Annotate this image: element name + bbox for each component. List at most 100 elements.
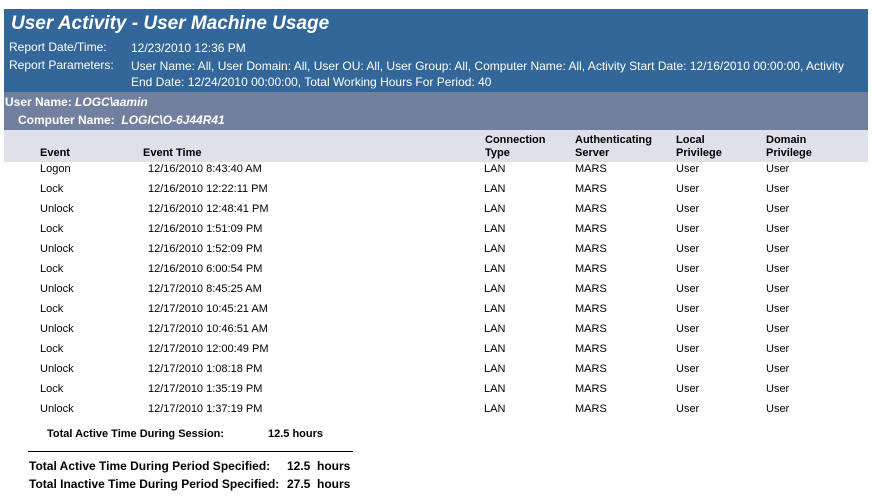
cell-event-time: 12/17/2010 1:08:18 PM	[148, 363, 263, 375]
cell-event-time: 12/16/2010 1:51:09 PM	[148, 223, 263, 235]
cell-local-privilege: User	[676, 383, 700, 395]
cell-domain-privilege: User	[766, 323, 790, 335]
cell-connection-type: LAN	[484, 203, 506, 215]
table-row: Unlock 12/17/2010 1:37:19 PM LAN MARS User Us…	[0, 403, 873, 423]
cell-auth-server: MARS	[575, 363, 607, 375]
cell-domain-privilege: User	[766, 283, 790, 295]
cell-local-privilege: User	[676, 203, 700, 215]
table-row: Unlock 12/16/2010 1:52:09 PM LAN MARS User Us…	[0, 243, 873, 263]
period-active-label: Total Active Time During Period Specifie…	[29, 459, 271, 473]
cell-domain-privilege: User	[766, 343, 790, 355]
group-header: User Name: LOGC\aamin Computer Name: LOG…	[4, 92, 868, 130]
col-event-time: Event Time	[143, 147, 202, 159]
cell-event-time: 12/17/2010 10:46:51 AM	[148, 323, 268, 335]
table-row: Lock 12/16/2010 1:51:09 PM LAN MARS User User	[0, 223, 873, 243]
cell-auth-server: MARS	[575, 283, 607, 295]
cell-local-privilege: User	[676, 243, 700, 255]
table-row: Lock 12/17/2010 1:35:19 PM LAN MARS User User	[0, 383, 873, 403]
cell-auth-server: MARS	[575, 343, 607, 355]
period-inactive-label: Total Inactive Time During Period Specif…	[29, 477, 280, 491]
report-header: User Activity - User Machine Usage Repor…	[4, 9, 868, 92]
cell-event: Logon	[40, 163, 71, 175]
cell-connection-type: LAN	[484, 263, 506, 275]
cell-event-time: 12/16/2010 1:52:09 PM	[148, 243, 263, 255]
col-domain-privilege: Domain Privilege	[766, 134, 812, 159]
table-row: Lock 12/16/2010 12:22:11 PM LAN MARS User Use…	[0, 183, 873, 203]
cell-domain-privilege: User	[766, 163, 790, 175]
cell-connection-type: LAN	[484, 243, 506, 255]
cell-domain-privilege: User	[766, 383, 790, 395]
table-row: Unlock 12/16/2010 12:48:41 PM LAN MARS User U…	[0, 203, 873, 223]
cell-event-time: 12/17/2010 1:35:19 PM	[148, 383, 263, 395]
column-header-row: Event Event Time Connection Type Authent…	[4, 130, 868, 162]
cell-event: Unlock	[40, 323, 74, 335]
cell-event-time: 12/17/2010 10:45:21 AM	[148, 303, 268, 315]
cell-event: Lock	[40, 263, 64, 275]
cell-event-time: 12/16/2010 12:48:41 PM	[148, 203, 269, 215]
cell-connection-type: LAN	[484, 363, 506, 375]
cell-event-time: 12/16/2010 8:43:40 AM	[148, 163, 262, 175]
cell-local-privilege: User	[676, 183, 700, 195]
cell-event: Unlock	[40, 403, 74, 415]
cell-auth-server: MARS	[575, 263, 607, 275]
computer-name-value: LOGIC\O-6J44R41	[121, 113, 225, 127]
cell-event-time: 12/17/2010 8:45:25 AM	[148, 283, 262, 295]
cell-connection-type: LAN	[484, 223, 506, 235]
cell-connection-type: LAN	[484, 163, 506, 175]
col-local-privilege: Local Privilege	[676, 134, 722, 159]
period-inactive-value: 27.5 hours	[287, 477, 351, 491]
computer-name-label: Computer Name:	[18, 113, 115, 127]
cell-connection-type: LAN	[484, 183, 506, 195]
table-row: Unlock 12/17/2010 8:45:25 AM LAN MARS User Us…	[0, 283, 873, 303]
col-connection-type: Connection Type	[485, 134, 546, 159]
cell-local-privilege: User	[676, 263, 700, 275]
cell-domain-privilege: User	[766, 183, 790, 195]
cell-event: Unlock	[40, 363, 74, 375]
report-params-value: User Name: All, User Domain: All, User O…	[131, 59, 844, 89]
report-title: User Activity - User Machine Usage	[11, 13, 330, 34]
cell-event: Unlock	[40, 243, 74, 255]
cell-local-privilege: User	[676, 303, 700, 315]
cell-event: Unlock	[40, 203, 74, 215]
cell-connection-type: LAN	[484, 323, 506, 335]
cell-event: Lock	[40, 223, 64, 235]
session-total-value: 12.5 hours	[268, 428, 324, 440]
cell-local-privilege: User	[676, 283, 700, 295]
cell-connection-type: LAN	[484, 303, 506, 315]
col-event: Event	[40, 147, 70, 159]
table-row: Logon 12/16/2010 8:43:40 AM LAN MARS User Use…	[0, 163, 873, 183]
cell-local-privilege: User	[676, 343, 700, 355]
divider	[28, 451, 353, 452]
table-row: Lock 12/16/2010 6:00:54 PM LAN MARS User User	[0, 263, 873, 283]
cell-connection-type: LAN	[484, 283, 506, 295]
cell-auth-server: MARS	[575, 323, 607, 335]
cell-domain-privilege: User	[766, 223, 790, 235]
table-row: Unlock 12/17/2010 1:08:18 PM LAN MARS User Us…	[0, 363, 873, 383]
cell-connection-type: LAN	[484, 403, 506, 415]
cell-event: Lock	[40, 303, 64, 315]
cell-event-time: 12/17/2010 1:37:19 PM	[148, 403, 263, 415]
cell-domain-privilege: User	[766, 263, 790, 275]
table-row: Unlock 12/17/2010 10:46:51 AM LAN MARS User U…	[0, 323, 873, 343]
cell-local-privilege: User	[676, 363, 700, 375]
cell-auth-server: MARS	[575, 203, 607, 215]
cell-connection-type: LAN	[484, 383, 506, 395]
cell-local-privilege: User	[676, 403, 700, 415]
report-date-label: Report Date/Time:	[9, 40, 107, 54]
period-active-value: 12.5 hours	[287, 459, 351, 473]
cell-event: Lock	[40, 183, 64, 195]
cell-local-privilege: User	[676, 323, 700, 335]
cell-domain-privilege: User	[766, 203, 790, 215]
cell-auth-server: MARS	[575, 163, 607, 175]
cell-event-time: 12/16/2010 6:00:54 PM	[148, 263, 263, 275]
cell-local-privilege: User	[676, 223, 700, 235]
report-date-value: 12/23/2010 12:36 PM	[131, 41, 246, 55]
cell-event-time: 12/17/2010 12:00:49 PM	[148, 343, 269, 355]
cell-local-privilege: User	[676, 163, 700, 175]
table-row: Lock 12/17/2010 10:45:21 AM LAN MARS User Use…	[0, 303, 873, 323]
user-name-value: LOGC\aamin	[75, 95, 148, 109]
cell-connection-type: LAN	[484, 343, 506, 355]
cell-auth-server: MARS	[575, 223, 607, 235]
cell-event: Lock	[40, 343, 64, 355]
cell-event-time: 12/16/2010 12:22:11 PM	[148, 183, 268, 195]
